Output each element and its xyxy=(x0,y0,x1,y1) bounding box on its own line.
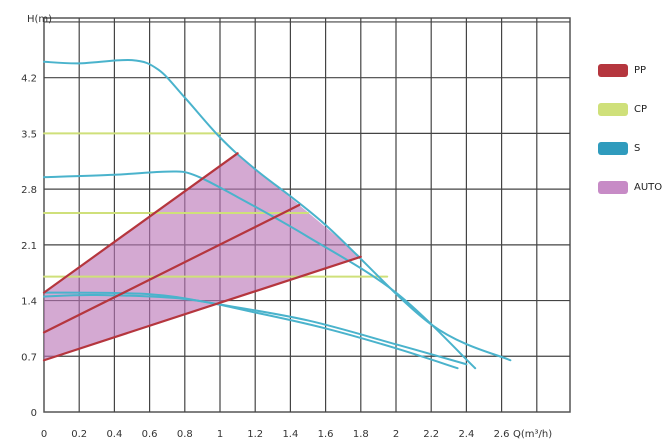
x-tick-label: 0.8 xyxy=(177,429,193,440)
tick-labels: 0 0.2 0.4 0.6 0.8 1 1.2 1.4 1.6 1.8 2 2.2 2.4 2.6 0 0.7… xyxy=(21,74,509,440)
legend-swatch-pp xyxy=(598,63,628,77)
series-line-s xyxy=(43,293,459,370)
y-tick-label: 2.1 xyxy=(21,241,37,252)
x-tick-label: 1 xyxy=(217,429,223,440)
legend-item-cp: CP xyxy=(598,101,662,117)
x-tick-label: 1.8 xyxy=(353,429,369,440)
x-tick-label: 2.4 xyxy=(458,429,474,440)
legend-item-auto: AUTO xyxy=(598,179,662,195)
legend-label-cp: CP xyxy=(634,103,648,115)
legend-item-pp: PP xyxy=(598,62,662,78)
x-tick-label: 1.2 xyxy=(247,429,263,440)
x-tick-label: 1.6 xyxy=(318,429,334,440)
y-tick-label: 4.2 xyxy=(21,74,37,85)
legend-item-s: S xyxy=(598,140,662,156)
y-tick-label: 0 xyxy=(31,408,37,419)
x-tick-label: 2.6 xyxy=(494,429,510,440)
x-tick-label: 2.2 xyxy=(423,429,439,440)
x-tick-label: 0 xyxy=(41,429,47,440)
series-line-pp xyxy=(42,255,362,362)
auto-region xyxy=(44,153,361,361)
legend-label-pp: PP xyxy=(634,64,647,76)
x-tick-label: 0.6 xyxy=(142,429,158,440)
series-lines xyxy=(42,58,512,370)
series-line-s xyxy=(43,58,512,362)
x-tick-label: 0.4 xyxy=(106,429,122,440)
y-tick-label: 1.4 xyxy=(21,297,37,308)
series-line-pp xyxy=(42,203,301,334)
y-tick-label: 2.8 xyxy=(21,185,37,196)
legend-label-auto: AUTO xyxy=(634,181,663,193)
plot-frame xyxy=(43,17,571,413)
series-line-s xyxy=(43,170,477,370)
y-tick-label: 3.5 xyxy=(21,129,37,140)
legend-swatch-cp xyxy=(598,102,628,116)
x-axis-label: Q(m³/h) xyxy=(513,429,552,440)
series-line-pp xyxy=(42,152,239,294)
series-line-s xyxy=(43,291,468,366)
y-axis-label: H(m) xyxy=(27,14,52,25)
y-tick-label: 0.7 xyxy=(21,352,37,363)
legend-swatch-s xyxy=(598,141,628,155)
x-tick-label: 0.2 xyxy=(71,429,87,440)
auto-region-fill xyxy=(44,153,361,361)
legend: PP CP S AUTO xyxy=(598,62,662,218)
x-tick-label: 1.4 xyxy=(282,429,298,440)
legend-swatch-auto xyxy=(598,180,628,194)
legend-label-s: S xyxy=(634,142,641,154)
x-tick-label: 2 xyxy=(393,429,399,440)
